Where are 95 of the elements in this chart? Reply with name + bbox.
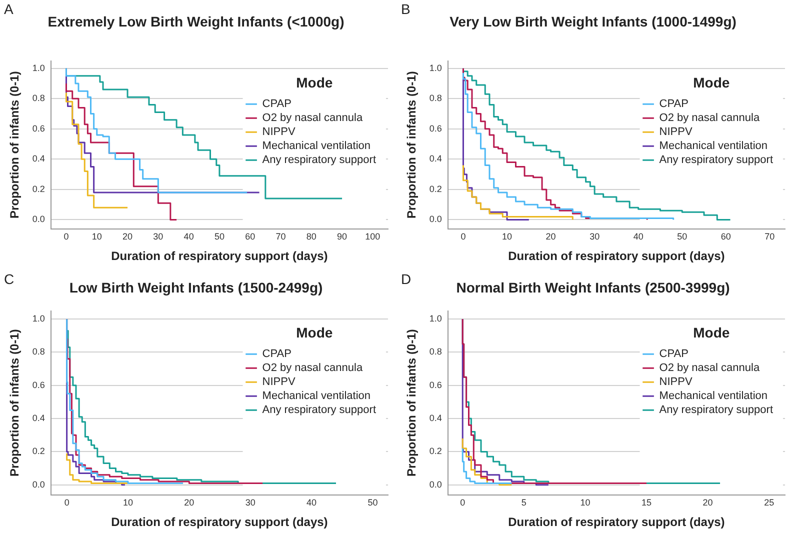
x-tick-label: 5 — [521, 498, 526, 508]
y-tick-label: 0.0 — [429, 479, 442, 490]
legend-label: Mechanical ventilation — [659, 390, 768, 402]
legend-label: Any respiratory support — [262, 154, 376, 166]
y-tick-label: 0.6 — [429, 123, 442, 134]
x-tick-label: 0 — [460, 232, 466, 242]
y-tick-label: 0.0 — [32, 214, 45, 224]
x-tick-label: 60 — [720, 232, 731, 242]
y-axis-title: Proportion of infants (0-1) — [8, 71, 22, 218]
x-tick-label: 0 — [64, 498, 70, 508]
y-tick-label: 0.2 — [32, 446, 45, 456]
x-tick-label: 20 — [184, 498, 194, 508]
x-tick-label: 10 — [502, 232, 512, 242]
chart-title: Normal Birth Weight Infants (2500-3999g) — [456, 279, 730, 296]
x-tick-label: 40 — [633, 232, 644, 242]
y-axis-title: Proportion of infants (0-1) — [8, 329, 22, 476]
legend-label: Mechanical ventilation — [262, 390, 371, 402]
x-axis-title: Duration of respiratory support (days) — [508, 249, 725, 264]
y-tick-label: 0.8 — [429, 93, 442, 104]
y-tick-label: 1.0 — [32, 314, 45, 324]
legend-title: Mode — [693, 74, 730, 91]
legend-label: NIPPV — [659, 126, 693, 138]
y-tick-label: 1.0 — [429, 62, 442, 73]
chart-title: Extremely Low Birth Weight Infants (<1000g) — [48, 13, 344, 30]
legend-label: CPAP — [659, 98, 688, 110]
x-tick-label: 25 — [764, 498, 774, 508]
y-tick-label: 0.4 — [32, 413, 45, 424]
x-tick-label: 15 — [641, 498, 652, 508]
legend-label: O2 by nasal cannula — [659, 112, 760, 124]
legend-label: NIPPV — [262, 126, 296, 138]
y-tick-label: 1.0 — [429, 314, 442, 324]
legend-label: NIPPV — [659, 376, 693, 388]
x-tick-label: 50 — [214, 232, 224, 242]
y-tick-label: 0.0 — [32, 479, 45, 490]
legend-label: CPAP — [262, 98, 292, 110]
y-tick-label: 0.2 — [429, 184, 442, 194]
y-axis-title: Proportion of infants (0-1) — [404, 329, 419, 476]
x-tick-label: 20 — [702, 498, 713, 508]
y-tick-label: 0.6 — [429, 380, 442, 390]
x-tick-label: 70 — [276, 232, 286, 242]
text: B — [401, 0, 410, 17]
legend-title: Mode — [296, 74, 333, 91]
text: A — [4, 0, 14, 17]
x-tick-label: 60 — [245, 232, 256, 242]
y-tick-label: 0.4 — [429, 154, 442, 164]
chart-title: Low Birth Weight Infants (1500-2499g) — [69, 279, 323, 296]
x-tick-label: 40 — [184, 232, 194, 242]
y-tick-label: 1.0 — [32, 62, 45, 73]
legend-label: CPAP — [659, 348, 688, 360]
y-axis-title: Proportion of infants (0-1) — [404, 71, 419, 218]
x-axis-title: Duration of respiratory support (days) — [111, 515, 328, 530]
x-tick-label: 50 — [677, 232, 688, 242]
legend-label: Mechanical ventilation — [262, 140, 371, 152]
x-tick-label: 90 — [337, 232, 348, 242]
text: D — [401, 270, 412, 287]
y-tick-label: 0.4 — [429, 413, 442, 424]
legend-title: Mode — [693, 324, 730, 341]
legend-label: O2 by nasal cannula — [262, 362, 364, 374]
y-tick-label: 0.0 — [429, 214, 442, 224]
legend-label: Any respiratory support — [659, 404, 773, 416]
y-tick-label: 0.8 — [32, 93, 45, 104]
text: C — [4, 270, 14, 287]
x-tick-label: 100 — [365, 232, 380, 242]
x-tick-label: 50 — [368, 498, 378, 508]
legend-label: O2 by nasal cannula — [659, 362, 760, 374]
chart-title: Very Low Birth Weight Infants (1000-1499g) — [450, 13, 736, 30]
legend-label: Any respiratory support — [659, 154, 773, 166]
x-tick-label: 20 — [546, 232, 556, 242]
y-tick-label: 0.6 — [32, 123, 45, 134]
x-tick-label: 0 — [64, 232, 69, 242]
y-tick-label: 0.2 — [429, 446, 442, 456]
x-tick-label: 30 — [590, 232, 600, 242]
legend-label: O2 by nasal cannula — [262, 112, 364, 124]
y-tick-label: 0.6 — [32, 380, 45, 390]
legend-label: Mechanical ventilation — [659, 140, 768, 152]
x-tick-label: 10 — [580, 498, 590, 508]
x-tick-label: 70 — [764, 232, 775, 242]
x-tick-label: 80 — [306, 232, 316, 242]
legend-label: Any respiratory support — [262, 404, 376, 416]
y-tick-label: 0.8 — [32, 346, 45, 357]
x-tick-label: 30 — [153, 232, 164, 242]
x-axis-title: Duration of respiratory support (days) — [111, 249, 328, 264]
x-tick-label: 0 — [460, 498, 466, 508]
y-tick-label: 0.2 — [32, 184, 45, 194]
x-tick-label: 30 — [245, 498, 256, 508]
legend-label: NIPPV — [262, 376, 296, 388]
y-tick-label: 0.8 — [429, 346, 442, 357]
x-axis-title: Duration of respiratory support (days) — [508, 515, 725, 530]
y-tick-label: 0.4 — [32, 154, 45, 164]
x-tick-label: 10 — [92, 232, 102, 242]
x-tick-label: 10 — [122, 498, 134, 508]
legend-title: Mode — [296, 324, 333, 341]
x-tick-label: 40 — [306, 498, 317, 508]
x-tick-label: 20 — [122, 232, 133, 242]
legend-label: CPAP — [262, 348, 292, 360]
